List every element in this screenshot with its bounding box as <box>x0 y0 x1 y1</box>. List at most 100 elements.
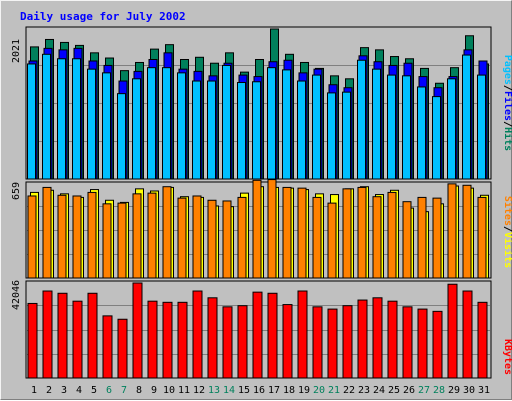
pages-bar <box>72 58 81 180</box>
kbytes-bar <box>462 290 473 379</box>
sites-bar <box>432 197 442 279</box>
kbytes-bar <box>102 315 113 379</box>
day-label: 27 <box>418 385 430 396</box>
kbytes-bar <box>252 291 263 379</box>
sites-bar <box>207 199 217 279</box>
kbytes-bar <box>402 306 413 379</box>
legend-sep: / <box>502 226 512 232</box>
kbytes-bar <box>342 305 353 379</box>
pages-bar <box>342 91 351 180</box>
pages-bar <box>252 81 261 180</box>
kbytes-bar <box>477 301 488 379</box>
day-label: 7 <box>121 385 127 396</box>
sites-bar <box>192 195 202 279</box>
pages-bar <box>177 72 186 180</box>
pages-bar <box>312 74 321 180</box>
kbytes-bar <box>192 290 203 379</box>
sites-bar <box>117 202 127 279</box>
legend-sites: Sites <box>502 196 512 226</box>
sites-bar <box>267 179 277 279</box>
day-label: 12 <box>193 385 205 396</box>
day-label: 26 <box>403 385 415 396</box>
kbytes-bar <box>27 302 38 379</box>
day-label: 16 <box>253 385 265 396</box>
legend-pages: Pages <box>502 55 512 85</box>
sites-bar <box>162 186 172 279</box>
sites-bar <box>282 186 292 279</box>
kbytes-bar <box>447 283 458 379</box>
sites-bar <box>402 201 412 279</box>
pages-bar <box>477 74 486 180</box>
day-label: 5 <box>91 385 97 396</box>
pages-bar <box>462 54 471 180</box>
pages-bar <box>207 80 216 180</box>
legend-sep: / <box>502 85 512 91</box>
sites-bar <box>27 195 37 279</box>
sites-bar <box>222 200 232 279</box>
pages-bar <box>297 80 306 180</box>
legend-kbytes: KBytes <box>502 339 512 375</box>
pages-bar <box>282 69 291 180</box>
pages-bar <box>147 67 156 180</box>
day-label: 6 <box>106 385 112 396</box>
sites-bar <box>372 196 382 279</box>
kbytes-bar <box>147 300 158 379</box>
kbytes-bar <box>387 300 398 379</box>
day-label: 10 <box>163 385 175 396</box>
sites-bar <box>327 202 337 279</box>
day-label: 21 <box>328 385 340 396</box>
day-label: 17 <box>268 385 280 396</box>
kbytes-bar <box>207 297 218 379</box>
kbytes-bar <box>327 308 338 379</box>
pages-bar <box>417 86 426 180</box>
pages-bar <box>327 92 336 180</box>
day-label: 11 <box>178 385 190 396</box>
sites-bar <box>312 196 322 279</box>
pages-bar <box>237 82 246 180</box>
mid-axis-legend: Sites/Visits <box>502 196 512 268</box>
kbytes-bar <box>372 297 383 379</box>
top-axis-legend: Pages/Files/Hits <box>502 55 512 151</box>
legend-sep: / <box>502 121 512 127</box>
sites-bar <box>102 203 112 279</box>
legend-hits: Hits <box>502 127 512 151</box>
kbytes-bar <box>57 292 68 379</box>
legend-visits: Visits <box>502 232 512 268</box>
kbytes-bar <box>432 310 443 379</box>
pages-bar <box>57 58 66 180</box>
day-label: 4 <box>76 385 82 396</box>
kbytes-bar <box>297 290 308 379</box>
pages-bar <box>222 64 231 180</box>
sites-bar <box>252 179 262 279</box>
kbytes-bar <box>417 308 428 379</box>
kbytes-bar <box>357 299 368 379</box>
pages-bar <box>192 80 201 180</box>
kbytes-bar <box>72 300 83 379</box>
day-label: 25 <box>388 385 400 396</box>
pages-bar <box>117 93 126 180</box>
chart-bars <box>27 28 489 379</box>
chart-title: Daily usage for July 2002 <box>20 10 186 23</box>
sites-bar <box>237 196 247 279</box>
sites-bar <box>72 195 82 279</box>
sites-bar <box>57 194 67 279</box>
pages-bar <box>387 74 396 180</box>
pages-bar <box>432 96 441 180</box>
pages-bar <box>372 68 381 180</box>
bot-axis-legend: KBytes <box>502 339 512 375</box>
pages-bar <box>27 63 36 180</box>
kbytes-bar <box>162 301 173 379</box>
day-label: 9 <box>151 385 157 396</box>
sites-bar <box>357 186 367 279</box>
pages-bar <box>267 67 276 180</box>
day-label: 14 <box>223 385 235 396</box>
kbytes-bar <box>267 292 278 379</box>
bot-max-label: 42046 <box>11 280 22 310</box>
day-label: 20 <box>313 385 325 396</box>
legend-files: Files <box>502 91 512 121</box>
day-label: 24 <box>373 385 385 396</box>
day-label: 2 <box>46 385 52 396</box>
day-label: 28 <box>433 385 445 396</box>
